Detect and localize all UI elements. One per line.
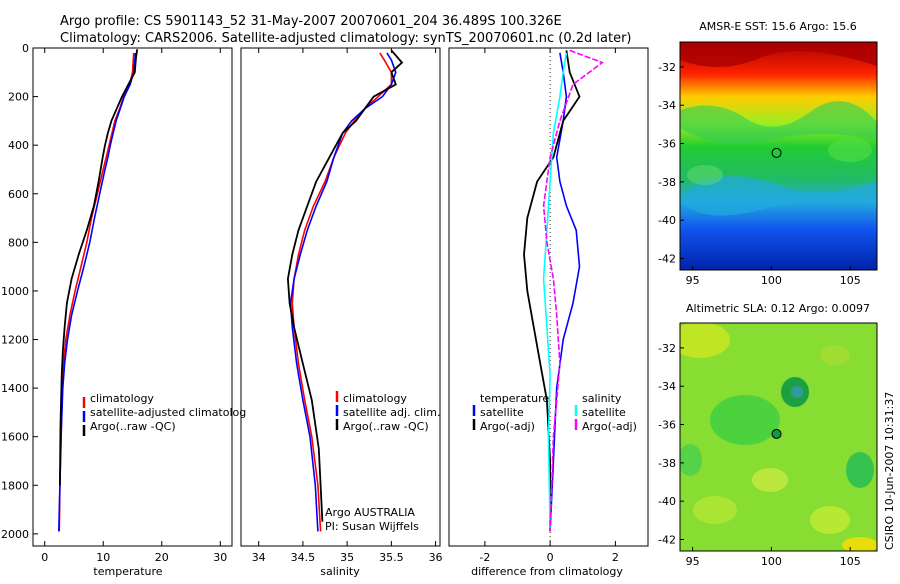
difference-xtick-label: -2 <box>479 551 490 564</box>
difference-xlabel: difference from climatology <box>471 565 623 578</box>
sla-ytick-label: -42 <box>658 534 676 547</box>
salinity-series-2 <box>289 52 397 532</box>
sst-map-panel: AMSR-E SST: 15.6 Argo: 15.6 95 100 105 -32 -… <box>658 20 878 287</box>
salinity-legend-2: satellite adj. clim. <box>343 406 440 419</box>
sla-map-frame <box>679 322 878 552</box>
sla-argo-marker <box>771 428 782 439</box>
sst-argo-marker <box>771 147 782 158</box>
salinity-series-3 <box>286 49 404 522</box>
temperature-series-1 <box>58 52 135 532</box>
salinity-legend-3: Argo(..raw -QC) <box>343 420 429 433</box>
difference-series-2 <box>523 50 581 532</box>
sla-map-panel: Altimetric SLA: 0.12 Argo: 0.0097 95 100 1… <box>658 302 878 568</box>
temperature-ytick-label: 1000 <box>1 285 29 298</box>
sla-map-title: Altimetric SLA: 0.12 Argo: 0.0097 <box>686 302 870 315</box>
salinity-xtick-label: 36 <box>429 551 443 564</box>
temperature-ytick-label: 1800 <box>1 479 29 492</box>
temperature-xlabel: temperature <box>93 565 162 578</box>
sst-field <box>680 42 877 270</box>
difference-legend-4: Argo(-adj) <box>582 420 637 433</box>
temperature-series-3 <box>59 49 139 486</box>
salinity-axes-box <box>240 47 441 547</box>
sla-xtick-label: 100 <box>761 555 782 568</box>
sst-ytick-label: -38 <box>658 176 676 189</box>
salinity-xtick-label: 34.5 <box>291 551 316 564</box>
difference-legend-2: Argo(-adj) <box>480 420 535 433</box>
difference-series-3 <box>542 52 568 532</box>
salinity-series-1 <box>291 52 393 532</box>
footer-credit: CSIRO 10-Jun-2007 10:31:37 <box>883 392 896 550</box>
difference-xtick-label: 0 <box>547 551 554 564</box>
sst-ytick-label: -42 <box>658 253 676 266</box>
difference-axes-box <box>448 47 649 547</box>
sst-map-frame <box>679 41 878 271</box>
salinity-xtick-label: 34 <box>252 551 266 564</box>
salinity-xtick-label: 35.5 <box>379 551 404 564</box>
salinity-panel: 34 34.5 35 35.5 36 salinity climatology sate… <box>240 47 443 578</box>
sst-xtick-label: 95 <box>686 274 700 287</box>
salinity-legend: climatology satellite adj. clim. Argo(..… <box>335 391 440 433</box>
sst-xtick-label: 105 <box>840 274 861 287</box>
salinity-xtick-label: 35 <box>340 551 354 564</box>
temperature-ytick-label: 1600 <box>1 431 29 444</box>
temperature-ytick-label: 200 <box>8 91 29 104</box>
difference-panel: -2 0 2 difference from climatology tempera… <box>448 47 649 578</box>
salinity-annotation-2: PI: Susan Wijffels <box>325 520 419 533</box>
difference-legend-3: satellite <box>582 406 626 419</box>
temperature-xtick-label: 30 <box>213 551 227 564</box>
difference-legend-1: satellite <box>480 406 524 419</box>
sla-field <box>680 323 877 551</box>
sst-map-title: AMSR-E SST: 15.6 Argo: 15.6 <box>699 20 857 33</box>
header-line-2: Climatology: CARS2006. Satellite-adjuste… <box>60 31 632 46</box>
temperature-xtick-label: 0 <box>41 551 48 564</box>
temperature-series-2 <box>58 52 137 532</box>
difference-legend-title-temperature: temperature <box>480 392 549 405</box>
sla-ytick-label: -36 <box>658 419 676 432</box>
sla-ytick-label: -40 <box>658 495 676 508</box>
difference-legend: temperature satellite Argo(-adj) salinit… <box>472 392 637 433</box>
salinity-legend-1: climatology <box>343 392 407 405</box>
salinity-xlabel: salinity <box>320 565 360 578</box>
sla-xtick-label: 95 <box>686 555 700 568</box>
difference-legend-title-salinity: salinity <box>582 392 622 405</box>
sla-ytick-label: -38 <box>658 457 676 470</box>
temperature-ytick-label: 1200 <box>1 334 29 347</box>
salinity-annotation-1: Argo AUSTRALIA <box>325 506 415 519</box>
temperature-ytick-label: 1400 <box>1 382 29 395</box>
temperature-legend: climatology satellite-adjusted climatolo… <box>82 392 246 436</box>
sla-ytick-label: -32 <box>658 342 676 355</box>
difference-xtick-label: 2 <box>612 551 619 564</box>
header-line-1: Argo profile: CS 5901143_52 31-May-2007 … <box>60 14 562 29</box>
sst-ytick-label: -34 <box>658 99 676 112</box>
difference-series-4 <box>542 49 604 532</box>
temperature-legend-3: Argo(..raw -QC) <box>90 420 176 433</box>
temperature-ytick-label: 0 <box>22 42 29 55</box>
sst-ytick-label: -36 <box>658 138 676 151</box>
temperature-ytick-label: 2000 <box>1 528 29 541</box>
sst-ytick-label: -40 <box>658 214 676 227</box>
temperature-ytick-label: 800 <box>8 236 29 249</box>
temperature-xtick-label: 10 <box>96 551 110 564</box>
temperature-legend-2: satellite-adjusted climatolog <box>90 406 246 419</box>
sst-xtick-label: 100 <box>761 274 782 287</box>
temperature-legend-1: climatology <box>90 392 154 405</box>
temperature-xtick-label: 20 <box>155 551 169 564</box>
sla-xtick-label: 105 <box>840 555 861 568</box>
sla-ytick-label: -34 <box>658 380 676 393</box>
sst-ytick-label: -32 <box>658 61 676 74</box>
temperature-panel: 0 10 20 30 0 200 400 600 800 1000 1200 1400 1600 1800… <box>1 42 246 578</box>
temperature-ytick-label: 600 <box>8 188 29 201</box>
temperature-axes-box <box>32 47 233 547</box>
temperature-ytick-label: 400 <box>8 139 29 152</box>
